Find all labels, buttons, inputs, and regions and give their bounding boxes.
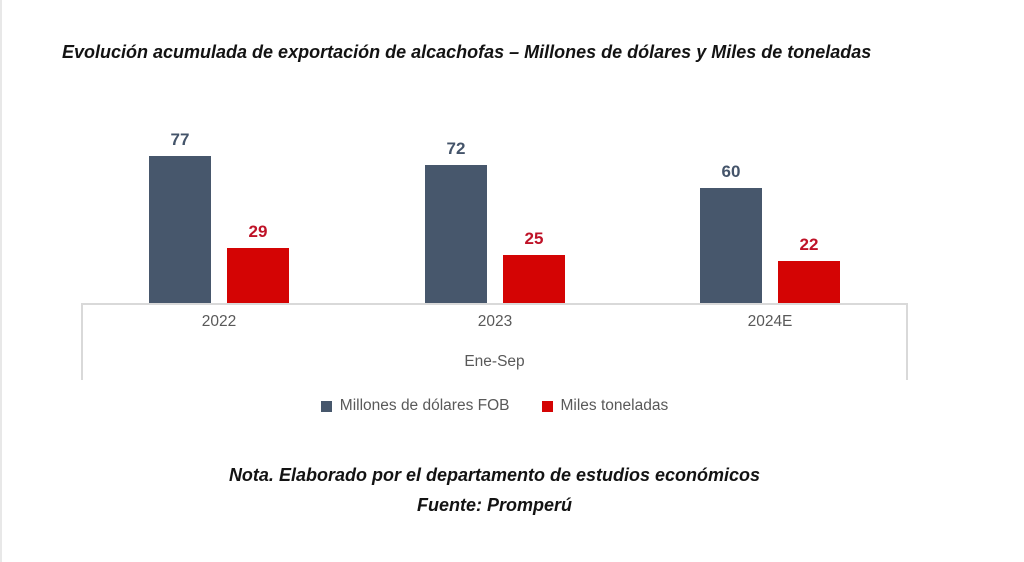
bar-value-toneladas-2023: 25 xyxy=(524,229,544,248)
bar-toneladas-2023 xyxy=(503,255,565,303)
legend-swatch-toneladas xyxy=(541,400,553,412)
bar-value-dolares-2023: 72 xyxy=(446,139,466,158)
x-axis-label-2022: 2022 xyxy=(201,313,237,330)
note-line: Nota. Elaborado por el departamento de e… xyxy=(228,465,761,485)
bar-value-dolares-2024E: 60 xyxy=(721,162,741,181)
legend-entry-dolares: Millones de dólares FOB xyxy=(320,397,510,415)
legend-label-dolares: Millones de dólares FOB xyxy=(339,397,510,414)
bar-dolares-2024E xyxy=(700,188,762,303)
footer-notes: Nota. Elaborado por el departamento de e… xyxy=(81,460,908,520)
chart-title: Evolución acumulada de exportación de al… xyxy=(62,42,872,62)
legend-label-toneladas: Miles toneladas xyxy=(560,397,669,414)
page-left-edge xyxy=(0,0,2,562)
legend: Millones de dólares FOB Miles toneladas xyxy=(81,397,908,415)
x-axis-label-2024e: 2024E xyxy=(747,313,793,330)
bar-chart: 77 29 72 25 60 22 2022 2023 2024E Ene-Sep Mil… xyxy=(81,130,908,415)
x-axis-group-label: Ene-Sep xyxy=(464,353,525,370)
bar-toneladas-2022 xyxy=(227,248,289,303)
bar-value-dolares-2022: 77 xyxy=(170,130,190,149)
bar-dolares-2023 xyxy=(425,165,487,303)
bar-dolares-2022 xyxy=(149,156,211,303)
x-axis-box xyxy=(81,303,908,380)
source-line: Fuente: Promperú xyxy=(416,495,572,515)
bar-value-toneladas-2024E: 22 xyxy=(799,235,819,254)
x-axis-label-2023: 2023 xyxy=(477,313,513,330)
bar-toneladas-2024E xyxy=(778,261,840,303)
bar-value-toneladas-2022: 29 xyxy=(248,222,268,241)
legend-entry-toneladas: Miles toneladas xyxy=(541,397,669,415)
legend-swatch-dolares xyxy=(320,400,332,412)
